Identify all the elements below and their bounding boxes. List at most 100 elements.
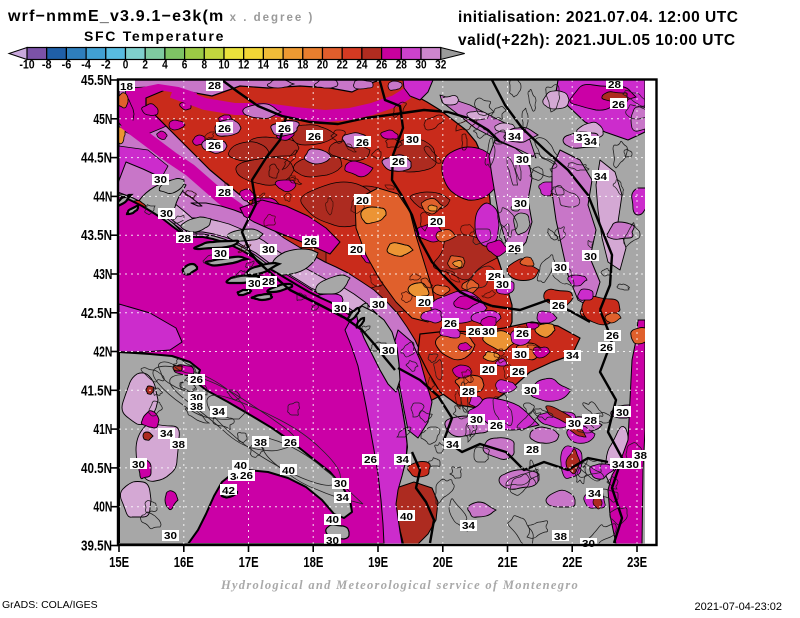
svg-text:34: 34 xyxy=(584,136,597,148)
svg-text:20: 20 xyxy=(430,216,443,228)
svg-text:20: 20 xyxy=(482,364,495,376)
svg-text:38: 38 xyxy=(634,450,647,462)
svg-text:30: 30 xyxy=(568,418,581,430)
svg-text:30: 30 xyxy=(584,251,597,263)
svg-text:28: 28 xyxy=(462,386,475,398)
svg-text:20: 20 xyxy=(350,244,363,256)
svg-text:2021-07-04-23:02: 2021-07-04-23:02 xyxy=(695,601,782,613)
svg-text:26: 26 xyxy=(606,330,619,342)
svg-text:-10: -10 xyxy=(19,60,34,72)
svg-text:45.5N: 45.5N xyxy=(81,73,112,89)
svg-text:-8: -8 xyxy=(42,60,52,72)
svg-text:GrADS: COLA/IGES: GrADS: COLA/IGES xyxy=(2,599,98,611)
svg-text:42N: 42N xyxy=(93,345,112,361)
svg-text:30: 30 xyxy=(132,459,145,471)
svg-text:26: 26 xyxy=(444,318,457,330)
svg-text:26: 26 xyxy=(508,243,521,255)
svg-text:34: 34 xyxy=(336,492,349,504)
svg-text:40: 40 xyxy=(234,460,247,472)
svg-text:30: 30 xyxy=(160,208,173,220)
svg-text:30: 30 xyxy=(496,279,509,291)
svg-text:20: 20 xyxy=(356,195,369,207)
svg-text:42: 42 xyxy=(222,485,235,497)
svg-text:40: 40 xyxy=(400,511,413,523)
svg-text:26: 26 xyxy=(392,156,405,168)
svg-text:26: 26 xyxy=(308,131,321,143)
svg-text:32: 32 xyxy=(435,60,446,72)
svg-text:Hydrological and Meteorologica: Hydrological and Meteorological service … xyxy=(220,578,579,592)
svg-text:20: 20 xyxy=(317,60,328,72)
svg-text:6: 6 xyxy=(182,60,188,72)
svg-text:30: 30 xyxy=(470,414,483,426)
svg-text:18E: 18E xyxy=(303,555,323,571)
svg-text:28: 28 xyxy=(396,60,408,72)
svg-text:34: 34 xyxy=(588,488,601,500)
svg-text:26: 26 xyxy=(278,123,291,135)
svg-text:0: 0 xyxy=(123,60,129,72)
svg-text:40N: 40N xyxy=(93,500,112,516)
svg-text:10: 10 xyxy=(218,60,229,72)
svg-text:30: 30 xyxy=(524,385,537,397)
svg-text:26: 26 xyxy=(516,328,529,340)
svg-text:16: 16 xyxy=(278,60,289,72)
svg-text:26: 26 xyxy=(208,140,221,152)
svg-text:26: 26 xyxy=(376,60,387,72)
svg-text:34: 34 xyxy=(212,406,225,418)
svg-text:18: 18 xyxy=(297,60,309,72)
svg-text:30: 30 xyxy=(406,134,419,146)
svg-text:45N: 45N xyxy=(93,112,112,128)
svg-text:valid(+22h): 2021.JUL.05 10:00: valid(+22h): 2021.JUL.05 10:00 UTC xyxy=(458,32,736,49)
svg-text:42.5N: 42.5N xyxy=(81,306,112,322)
svg-text:26: 26 xyxy=(552,300,565,312)
svg-text:44N: 44N xyxy=(93,189,112,205)
svg-text:18: 18 xyxy=(120,81,133,93)
svg-text:4: 4 xyxy=(162,60,168,72)
svg-text:30: 30 xyxy=(154,174,167,186)
svg-text:28: 28 xyxy=(178,233,191,245)
svg-text:26: 26 xyxy=(600,342,613,354)
svg-text:34: 34 xyxy=(160,428,173,440)
svg-text:41N: 41N xyxy=(93,422,112,438)
svg-text:30: 30 xyxy=(164,530,177,542)
svg-text:34: 34 xyxy=(446,439,459,451)
svg-text:26: 26 xyxy=(468,326,481,338)
svg-text:44.5N: 44.5N xyxy=(81,151,112,167)
svg-text:30: 30 xyxy=(554,262,567,274)
svg-text:17E: 17E xyxy=(239,555,259,571)
svg-text:30: 30 xyxy=(626,459,639,471)
svg-text:30: 30 xyxy=(334,478,347,490)
svg-text:28: 28 xyxy=(608,79,621,91)
svg-text:28: 28 xyxy=(218,187,231,199)
svg-text:34: 34 xyxy=(594,171,607,183)
svg-text:14: 14 xyxy=(258,60,270,72)
svg-text:22: 22 xyxy=(337,60,348,72)
svg-text:30: 30 xyxy=(214,248,227,260)
svg-text:-2: -2 xyxy=(101,60,111,72)
svg-text:30: 30 xyxy=(415,60,426,72)
svg-text:26: 26 xyxy=(512,366,525,378)
svg-text:39.5N: 39.5N xyxy=(81,539,112,555)
svg-text:26: 26 xyxy=(490,420,503,432)
svg-text:34: 34 xyxy=(462,520,475,532)
svg-text:30: 30 xyxy=(262,244,275,256)
svg-text:28: 28 xyxy=(526,444,539,456)
svg-text:28: 28 xyxy=(262,276,275,288)
svg-text:30: 30 xyxy=(514,349,527,361)
svg-text:-4: -4 xyxy=(81,60,91,72)
svg-text:26: 26 xyxy=(284,437,297,449)
svg-text:34: 34 xyxy=(508,131,521,143)
svg-text:26: 26 xyxy=(364,454,377,466)
svg-text:23E: 23E xyxy=(627,555,647,571)
svg-text:21E: 21E xyxy=(498,555,518,571)
svg-text:26: 26 xyxy=(612,99,625,111)
svg-text:24: 24 xyxy=(356,60,368,72)
svg-text:38: 38 xyxy=(554,531,567,543)
svg-text:19E: 19E xyxy=(368,555,388,571)
svg-text:15E: 15E xyxy=(109,555,129,571)
svg-text:34: 34 xyxy=(396,454,409,466)
svg-text:SFC Temperature: SFC Temperature xyxy=(84,28,225,44)
svg-text:20: 20 xyxy=(418,297,431,309)
svg-text:30: 30 xyxy=(616,407,629,419)
svg-text:-6: -6 xyxy=(62,60,72,72)
svg-text:26: 26 xyxy=(190,374,203,386)
